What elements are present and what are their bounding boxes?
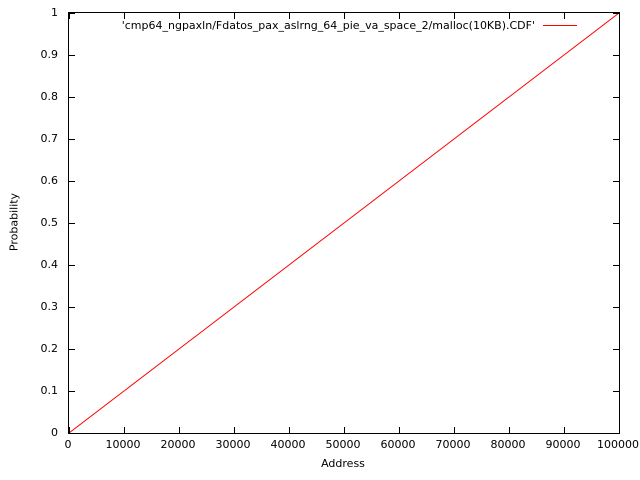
x-tick — [69, 427, 70, 433]
y-tick-mirror — [613, 265, 619, 266]
y-tick-label: 0.8 — [40, 90, 59, 103]
x-tick-mirror — [564, 13, 565, 19]
y-tick — [69, 55, 75, 56]
y-tick-label: 1 — [51, 6, 58, 19]
x-tick-mirror — [509, 13, 510, 19]
y-tick-mirror — [613, 139, 619, 140]
x-tick-label: 70000 — [435, 438, 471, 451]
x-tick-label: 50000 — [325, 438, 361, 451]
y-tick-label: 0 — [51, 426, 58, 439]
x-tick-label: 90000 — [545, 438, 581, 451]
x-tick-mirror — [289, 13, 290, 19]
x-tick — [344, 427, 345, 433]
y-tick-mirror — [613, 349, 619, 350]
plot-area — [68, 12, 620, 434]
y-tick-label: 0.4 — [40, 258, 59, 271]
y-tick — [69, 223, 75, 224]
y-tick — [69, 391, 75, 392]
x-tick-label: 20000 — [160, 438, 196, 451]
x-tick — [564, 427, 565, 433]
x-tick — [454, 427, 455, 433]
legend-label: 'cmp64_ngpaxln/Fdatos_pax_aslrng_64_pie_… — [121, 19, 535, 32]
y-tick-label: 0.9 — [40, 48, 59, 61]
x-tick — [509, 427, 510, 433]
y-tick-label: 0.2 — [40, 342, 59, 355]
y-tick-label: 0.1 — [40, 384, 59, 397]
x-tick — [124, 427, 125, 433]
x-tick-mirror — [124, 13, 125, 19]
x-tick-mirror — [454, 13, 455, 19]
x-tick-mirror — [619, 13, 620, 19]
x-tick-mirror — [179, 13, 180, 19]
x-tick-mirror — [399, 13, 400, 19]
cdf-series-line — [69, 13, 619, 433]
y-tick-mirror — [613, 307, 619, 308]
y-tick — [69, 307, 75, 308]
y-tick-mirror — [613, 391, 619, 392]
x-tick-mirror — [69, 13, 70, 19]
y-tick-mirror — [613, 433, 619, 434]
x-axis-title: Address — [321, 457, 365, 470]
y-tick — [69, 265, 75, 266]
y-tick — [69, 181, 75, 182]
y-tick-mirror — [613, 181, 619, 182]
y-tick — [69, 433, 75, 434]
x-tick — [234, 427, 235, 433]
x-tick-label: 60000 — [380, 438, 416, 451]
y-tick-mirror — [613, 55, 619, 56]
x-tick-label: 30000 — [215, 438, 251, 451]
x-tick-label: 40000 — [270, 438, 306, 451]
y-tick-label: 0.7 — [40, 132, 59, 145]
y-tick — [69, 139, 75, 140]
y-tick-label: 0.5 — [40, 216, 59, 229]
y-tick — [69, 349, 75, 350]
x-tick-label: 80000 — [490, 438, 526, 451]
x-tick — [619, 427, 620, 433]
cdf-line-chart — [69, 13, 619, 433]
legend-line-sample — [543, 25, 577, 26]
y-tick-mirror — [613, 223, 619, 224]
x-tick — [399, 427, 400, 433]
legend: 'cmp64_ngpaxln/Fdatos_pax_aslrng_64_pie_… — [122, 19, 577, 32]
y-tick — [69, 97, 75, 98]
x-tick — [179, 427, 180, 433]
x-tick-mirror — [234, 13, 235, 19]
x-tick-label: 100000 — [597, 438, 639, 451]
x-tick-mirror — [344, 13, 345, 19]
y-tick-mirror — [613, 13, 619, 14]
y-tick-label: 0.6 — [40, 174, 59, 187]
y-tick-mirror — [613, 97, 619, 98]
y-tick-label: 0.3 — [40, 300, 59, 313]
y-tick — [69, 13, 75, 14]
x-tick — [289, 427, 290, 433]
x-tick-label: 10000 — [105, 438, 141, 451]
x-tick-label: 0 — [64, 438, 72, 451]
